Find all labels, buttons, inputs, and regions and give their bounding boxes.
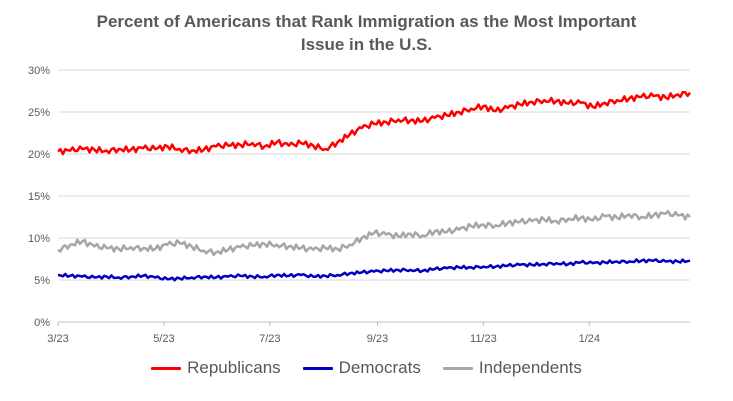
legend-item-democrats: Democrats bbox=[302, 358, 421, 378]
chart-title-line-1: Percent of Americans that Rank Immigrati… bbox=[96, 12, 637, 31]
y-tick-label: 30% bbox=[28, 65, 50, 77]
y-tick-label: 15% bbox=[28, 191, 50, 203]
legend-item-republicans: Republicans bbox=[151, 358, 281, 378]
legend-swatch-democrats bbox=[302, 366, 333, 370]
y-tick-label: 0% bbox=[34, 317, 50, 329]
y-tick-label: 5% bbox=[34, 275, 50, 287]
legend-label-republicans: Republicans bbox=[187, 358, 281, 377]
x-tick-label: 7/23 bbox=[259, 333, 280, 345]
x-tick-label: 3/23 bbox=[47, 333, 68, 345]
x-tick-label: 11/23 bbox=[470, 333, 497, 345]
series-line-republicans bbox=[57, 91, 691, 156]
x-tick-label: 5/23 bbox=[153, 333, 174, 345]
x-tick-label: 1/24 bbox=[579, 333, 600, 345]
legend-swatch-republicans bbox=[151, 366, 182, 370]
legend-swatch-independents bbox=[442, 366, 473, 370]
x-tick-label: 9/23 bbox=[367, 333, 388, 345]
series-line-independents bbox=[57, 209, 691, 257]
legend: Republicans Democrats Independents bbox=[0, 358, 733, 378]
y-tick-label: 25% bbox=[28, 107, 50, 119]
chart-title-line-2: Issue in the U.S. bbox=[300, 35, 433, 54]
legend-label-democrats: Democrats bbox=[338, 358, 421, 377]
legend-item-independents: Independents bbox=[442, 358, 582, 378]
y-tick-label: 20% bbox=[28, 149, 50, 161]
chart-title: Percent of Americans that Rank Immigrati… bbox=[0, 10, 733, 56]
legend-label-independents: Independents bbox=[478, 358, 582, 377]
series-line-democrats bbox=[57, 258, 691, 282]
y-tick-label: 10% bbox=[28, 233, 50, 245]
